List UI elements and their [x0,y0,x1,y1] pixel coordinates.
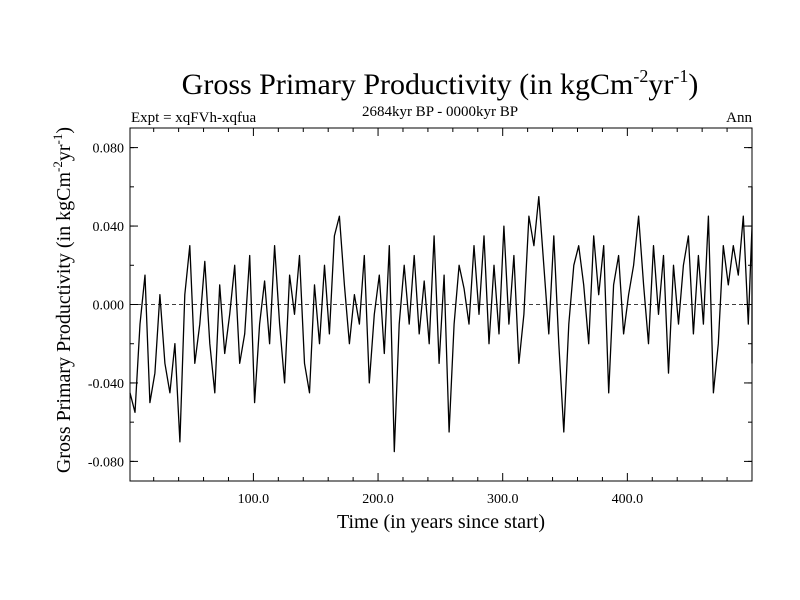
y-axis-label-sup2: -1 [50,134,65,145]
y-axis-label-main: Gross Primary Productivity (in kgCm [53,172,75,474]
subtitle-period: 2684kyr BP - 0000kyr BP [362,104,518,120]
y-axis-label: Gross Primary Productivity (in kgCm-2yr-… [50,127,75,473]
y-tick-label: 0.080 [93,142,125,157]
chart-title-sup1: -2 [633,66,648,86]
chart-title-mid: yr [648,68,673,101]
x-tick-label: 400.0 [612,492,644,507]
y-axis-ticks: -0.080 -0.040 0.000 0.040 0.080 [88,142,752,470]
y-tick-label: 0.000 [93,299,125,314]
x-axis-ticks: 100.0 200.0 300.0 400.0 [153,128,728,507]
y-tick-label: -0.040 [88,377,124,392]
chart-title-end: ) [688,68,698,101]
x-tick-label: 300.0 [487,492,519,507]
chart-title: Gross Primary Productivity (in kgCm-2yr-… [182,66,699,101]
y-axis-label-end: ) [53,127,75,134]
chart-title-main: Gross Primary Productivity (in kgCm [182,68,634,101]
x-tick-label: 200.0 [362,492,394,507]
y-axis-label-sup1: -2 [50,161,65,172]
series-line [129,186,753,453]
x-tick-label: 100.0 [238,492,270,507]
y-tick-label: 0.040 [93,220,125,235]
y-tick-label: -0.080 [88,455,124,470]
x-axis-label: Time (in years since start) [337,511,545,533]
y-axis-label-mid: yr [53,144,75,161]
chart-title-sup2: -1 [673,66,688,86]
subtitle-season: Ann [726,110,752,126]
subtitle-experiment: Expt = xqFVh-xqfua [131,110,256,126]
